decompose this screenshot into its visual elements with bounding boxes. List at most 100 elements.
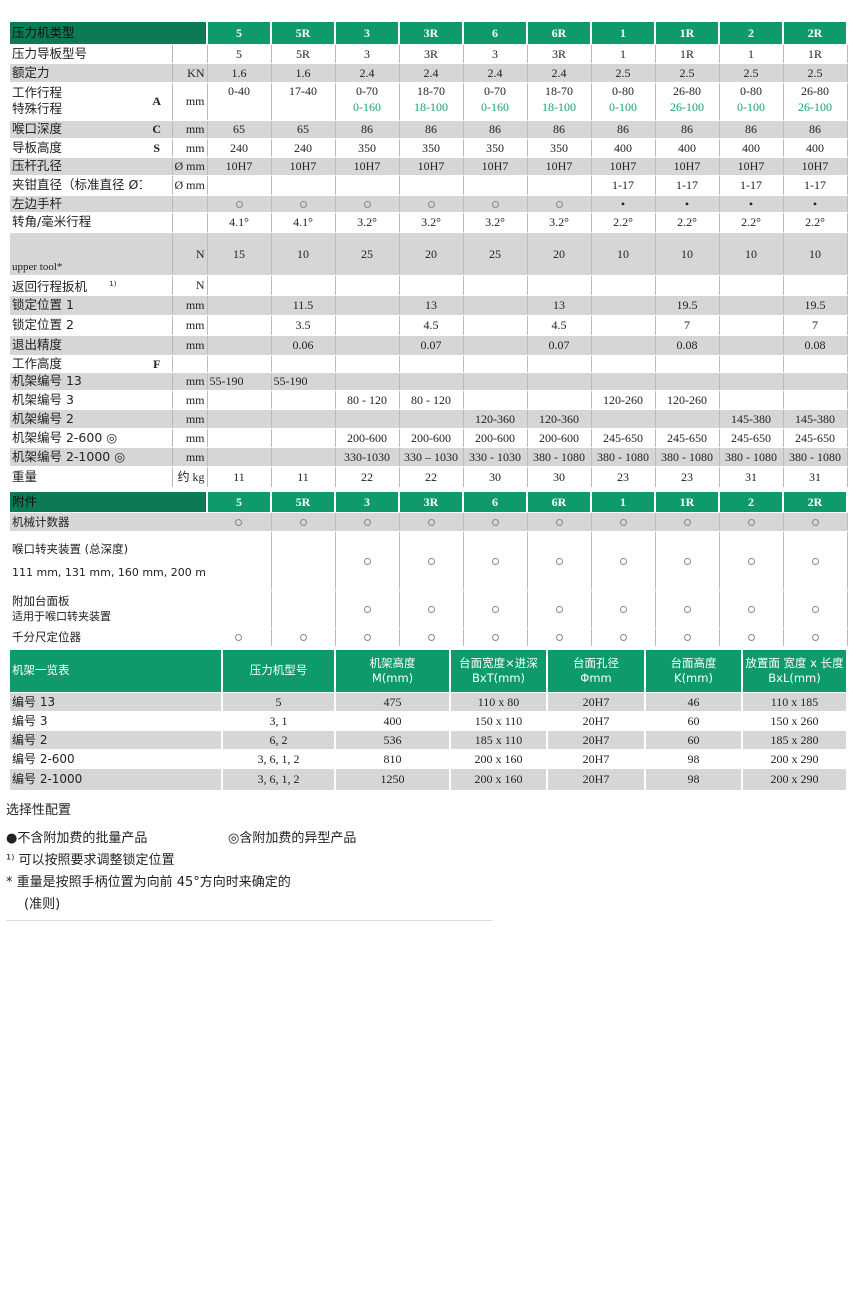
cell: [655, 372, 720, 391]
cell: 380 - 1080: [719, 447, 784, 467]
row-label: 机架编号 2-1000 ◎: [10, 447, 142, 467]
table-row: 喉口转夹装置 (总深度) 111 mm, 131 mm, 160 mm, 200 …: [10, 531, 848, 591]
cell: [719, 335, 784, 356]
cell: 350: [399, 138, 464, 158]
cell: •: [655, 195, 720, 213]
ring-icon: [555, 200, 563, 208]
unit: mm: [172, 428, 208, 448]
cell: 60: [645, 730, 743, 750]
cell: 120-360: [527, 409, 592, 429]
column-header: 3: [335, 22, 401, 45]
cell: 380 - 1080: [655, 447, 720, 467]
cell: [463, 275, 528, 296]
cell: [463, 372, 528, 391]
cell-line: 0-160: [353, 99, 382, 114]
row-label: 左边手杆: [10, 195, 142, 213]
cell-line: 18-100: [542, 99, 577, 114]
cell: 245-650: [783, 428, 848, 448]
ring-icon: [299, 634, 307, 641]
cell: [399, 195, 464, 213]
ring-icon: [555, 606, 563, 613]
cell: 20H7: [547, 730, 646, 750]
cell: 200 x 160: [450, 749, 548, 769]
press-spec-table: 压力机类型 5 5R 3 3R 6 6R 1 1R 2 2R 压力导板型号 5 5R 3 3R 3 3R 1 1R 1 1…: [10, 22, 849, 488]
ring-icon: [363, 606, 371, 613]
cell: 20H7: [547, 711, 646, 731]
cell: 10H7: [783, 157, 848, 176]
ring-icon: [619, 557, 627, 565]
row-label: 锁定位置 2: [10, 315, 142, 336]
ring-icon: [811, 606, 819, 613]
cell: [335, 275, 400, 296]
table-row: 压力导板型号 5 5R 3 3R 3 3R 1 1R 1 1R: [10, 44, 848, 64]
cell: [783, 390, 848, 410]
cell-line: 18-100: [414, 99, 449, 114]
cell: 245-650: [591, 428, 656, 448]
cell: [655, 512, 720, 532]
cell: 3.2°: [527, 212, 592, 233]
column-header: 6R: [527, 22, 593, 45]
column-header: 2: [719, 22, 785, 45]
cell: [655, 275, 720, 296]
dimension-letter: [142, 428, 173, 448]
cell: [463, 512, 528, 532]
cell: 2.4: [463, 63, 528, 83]
footnote-1: ¹⁾ 可以按照要求调整锁定位置: [6, 853, 175, 868]
cell: 380 - 1080: [591, 447, 656, 467]
cell: 10H7: [207, 157, 272, 176]
cell: 475: [335, 692, 451, 712]
cell: [463, 295, 528, 316]
cell: 7: [655, 315, 720, 336]
cell: 2.5: [783, 63, 848, 83]
cell: 0.07: [399, 335, 464, 356]
table-row: 左边手杆 • • • •: [10, 195, 848, 213]
cell: [655, 628, 720, 647]
row-label: 导板高度: [10, 138, 142, 158]
cell: 0.07: [527, 335, 592, 356]
cell: 4.1°: [207, 212, 272, 233]
cell-line: 0-160: [481, 99, 510, 114]
ring-icon: [747, 557, 755, 565]
row-label: 机架编号 2-600 ◎: [10, 428, 142, 448]
table-row: 锁定位置 2 mm 3.5 4.5 4.5 7 7: [10, 315, 848, 336]
cell: 0.08: [655, 335, 720, 356]
cell: [527, 372, 592, 391]
ring-icon: [619, 606, 627, 613]
table-row: 机架编号 2 mm 120-360 120-360 145-380 145-380: [10, 409, 848, 429]
column-header: 3: [335, 492, 400, 513]
cell: 10H7: [655, 157, 720, 176]
ring-icon: [811, 557, 819, 565]
cell: 0-80 0-100: [591, 82, 656, 121]
cell: 10H7: [335, 157, 400, 176]
cell: [207, 315, 272, 336]
column-header: 机架一览表: [10, 650, 223, 693]
cell: [783, 512, 848, 532]
cell: [463, 195, 528, 213]
cell: 86: [463, 120, 528, 139]
cell: 10: [783, 232, 848, 276]
cell: 810: [335, 749, 451, 769]
cell: 20: [399, 232, 464, 276]
table-row: 机架编号 2-1000 ◎ mm 330-1030 330 – 1030 330 - 1…: [10, 447, 848, 467]
table-row: 机架编号 13 mm 55-190 55-190: [10, 372, 848, 391]
cell: [335, 409, 400, 429]
cell: 65: [207, 120, 272, 139]
row-label: 编号 13: [10, 692, 223, 712]
dimension-letter: F: [142, 355, 173, 373]
cell: 350: [463, 138, 528, 158]
table-row: 编号 2-1000 3, 6, 1, 2 1250 200 x 160 20H7 98 20…: [10, 768, 848, 791]
cell: 2.5: [719, 63, 784, 83]
row-label-line: 机械计数器: [12, 514, 70, 529]
cell: 380 - 1080: [783, 447, 848, 467]
cell: 0-70 0-160: [335, 82, 400, 121]
header-line: 台面孔径: [573, 655, 619, 670]
dimension-letter: [142, 275, 173, 296]
cell: 25: [463, 232, 528, 276]
cell: 1-17: [719, 175, 784, 196]
cell: [527, 531, 592, 591]
column-header: 5: [207, 22, 273, 45]
column-header: 压力机型号: [222, 650, 336, 693]
notes-title: 选择性配置: [6, 803, 72, 818]
cell: 145-380: [719, 409, 784, 429]
row-label: 机架编号 3: [10, 390, 142, 410]
